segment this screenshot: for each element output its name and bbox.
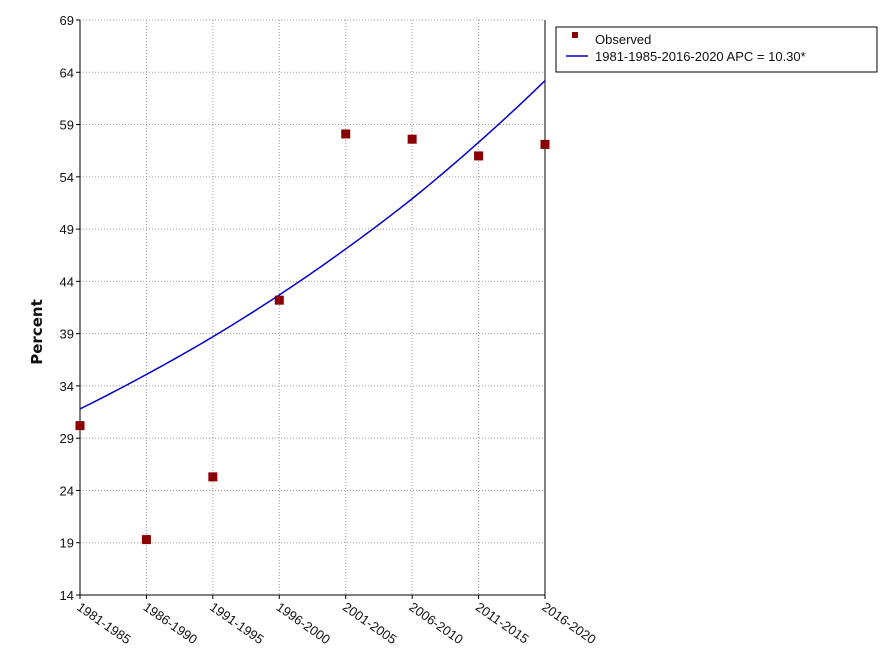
legend-observed-label: Observed: [595, 32, 651, 47]
observed-point: [474, 151, 484, 161]
x-tick-label: 1991-1995: [207, 599, 267, 647]
y-tick-label: 59: [60, 118, 74, 133]
y-tick-label: 64: [60, 65, 74, 80]
observed-point: [141, 535, 151, 545]
fit-line: [79, 80, 546, 410]
y-tick-label: 39: [60, 327, 74, 342]
x-tick-label: 1986-1990: [141, 599, 201, 647]
observed-point: [540, 139, 550, 149]
observed-points: [75, 129, 550, 545]
y-axis-label: Percent: [28, 299, 46, 364]
observed-point: [341, 129, 351, 139]
x-tick-label: 2016-2020: [539, 599, 599, 647]
observed-point: [407, 134, 417, 144]
legend-fit-label: 1981-1985-2016-2020 APC = 10.30*: [595, 49, 806, 64]
observed-point: [75, 421, 85, 431]
y-tick-label: 49: [60, 222, 74, 237]
observed-point: [274, 295, 284, 305]
y-tick-label: 69: [60, 13, 74, 28]
y-tick-labels: 14 19 24 29 34 39 44 49 54 59 64 69: [60, 13, 80, 603]
x-tick-label: 2011-2015: [473, 599, 532, 646]
x-tick-label: 2001-2005: [340, 599, 400, 647]
y-tick-label: 14: [60, 588, 74, 603]
y-tick-label: 44: [60, 274, 74, 289]
legend-box: [555, 26, 878, 73]
x-tick-label: 2006-2010: [406, 599, 466, 647]
x-tick-label: 1996-2000: [274, 599, 334, 647]
plot-area: [80, 20, 545, 595]
y-tick-label: 34: [60, 379, 74, 394]
y-tick-label: 24: [60, 483, 74, 498]
fit-line-group: [79, 80, 546, 410]
y-tick-label: 54: [60, 170, 74, 185]
observed-point: [208, 472, 218, 482]
legend-observed-marker: [572, 32, 578, 38]
legend: Observed 1981-1985-2016-2020 APC = 10.30…: [555, 26, 878, 73]
y-tick-label: 19: [60, 536, 74, 551]
x-tick-labels: 1981-1985 1986-1990 1991-1995 1996-2000 2001…: [74, 595, 599, 647]
plot-background: [80, 20, 545, 595]
y-tick-label: 29: [60, 431, 74, 446]
grid-lines: [79, 19, 546, 596]
axes: [79, 20, 546, 596]
x-tick-label: 1981-1985: [74, 599, 134, 647]
